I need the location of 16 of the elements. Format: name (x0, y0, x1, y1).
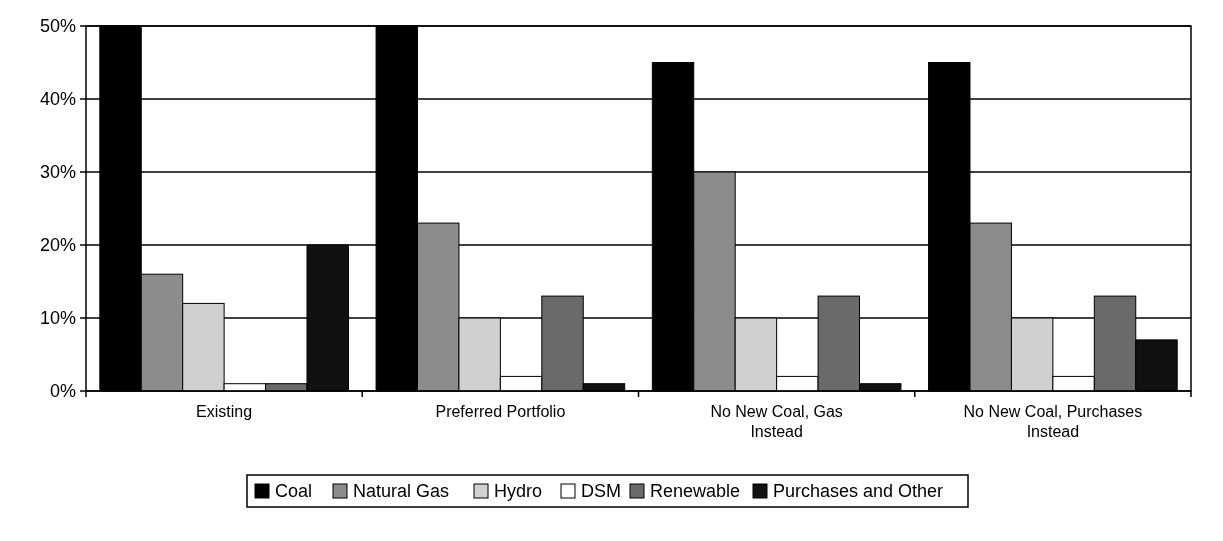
x-tick-label: No New Coal, Purchases Instead (963, 403, 1143, 440)
legend-label: Hydro (494, 481, 543, 502)
legend-label: Renewable (650, 481, 741, 502)
legend-label: DSM (581, 481, 621, 502)
legend-label: Coal (275, 481, 313, 502)
x-tick-label: Preferred Portfolio (435, 403, 566, 420)
legend-label: Purchases and Other (773, 481, 944, 502)
y-tick-label: 50% (39, 16, 76, 37)
x-tick-label: Existing (196, 403, 253, 420)
x-tick-label: No New Coal, Gas Instead (710, 403, 843, 440)
y-tick-label: 0% (49, 381, 76, 402)
y-tick-label: 10% (39, 308, 76, 329)
y-tick-label: 20% (39, 235, 76, 256)
y-tick-label: 40% (39, 89, 76, 110)
y-tick-label: 30% (39, 162, 76, 183)
legend-label: Natural Gas (353, 481, 450, 502)
